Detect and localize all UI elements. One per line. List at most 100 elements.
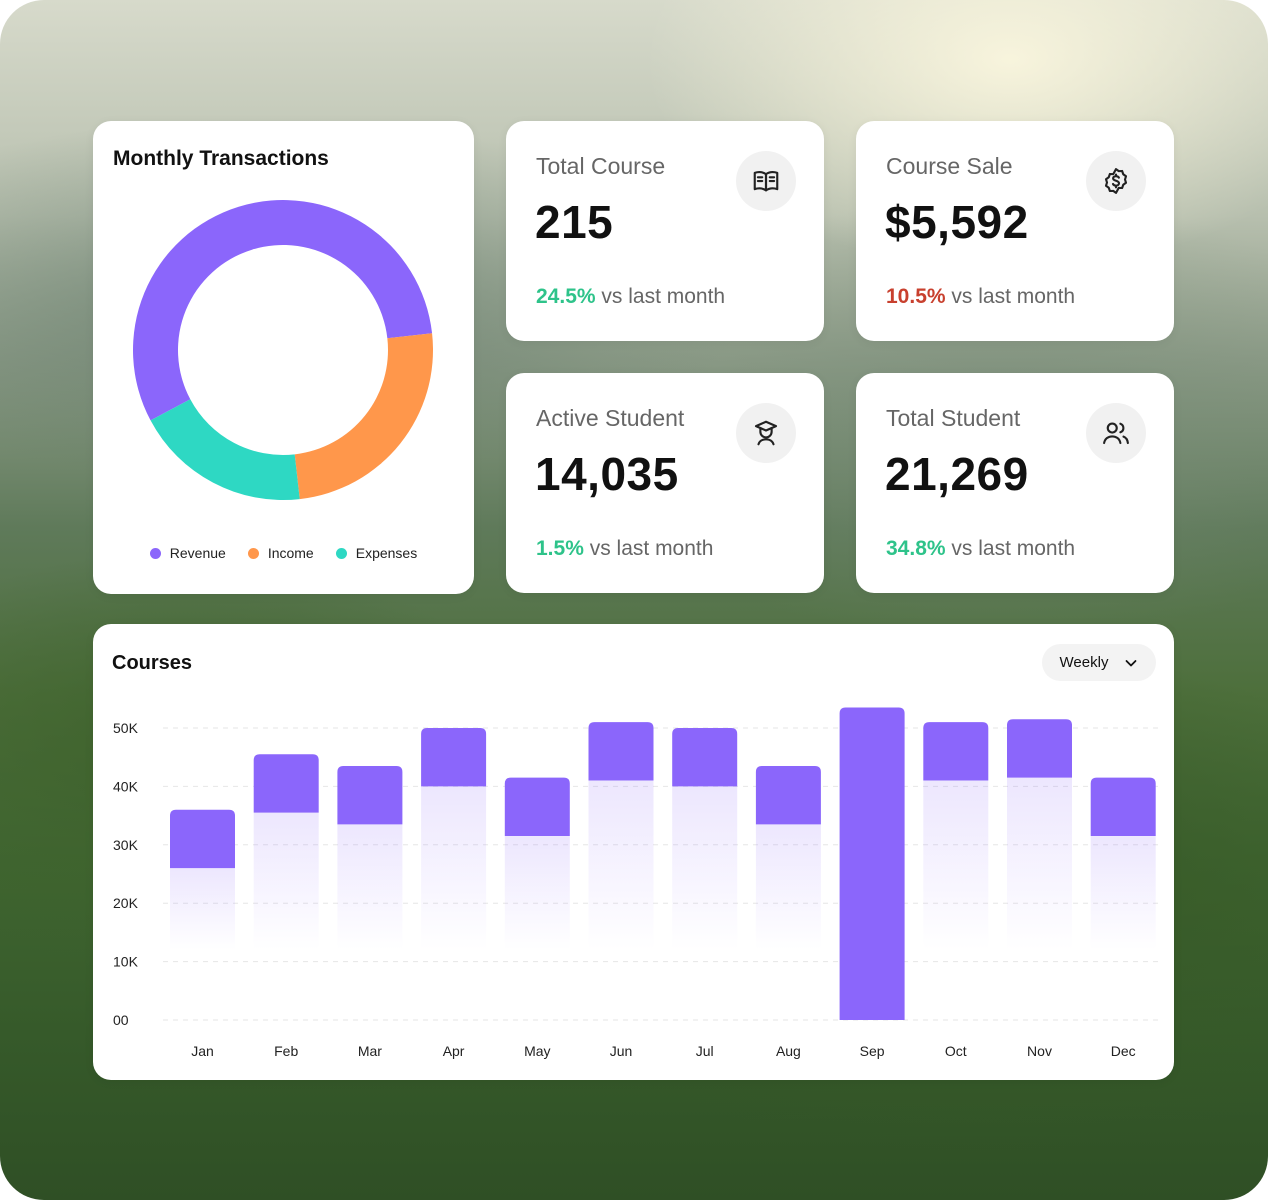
stat-value: 215 <box>535 196 614 248</box>
card-title: Monthly Transactions <box>113 147 329 170</box>
x-tick-label: May <box>524 1043 550 1059</box>
bar-cap <box>337 765 403 825</box>
stat-change: 10.5% vs last month <box>886 285 1075 309</box>
courses-bar-chart: 00 10K 20K 30K 40K 50K Jan Feb Mar Apr May Jun Jul Au… <box>113 707 1158 1059</box>
x-tick-label: Dec <box>1111 1043 1136 1059</box>
bar-apr[interactable] <box>421 728 487 950</box>
donut-chart <box>132 200 433 500</box>
legend-item-revenue[interactable]: Revenue <box>149 545 226 561</box>
bar-fade <box>1090 836 1156 950</box>
stat-label: Active Student <box>536 405 685 431</box>
graduate-icon <box>736 403 796 463</box>
legend-dot <box>247 547 259 559</box>
stat-change: 24.5% vs last month <box>536 285 725 309</box>
y-tick-label: 50K <box>113 720 139 736</box>
bar-fade <box>672 786 738 950</box>
change-suffix: vs last month <box>951 537 1076 560</box>
legend-label: Income <box>267 545 314 561</box>
change-suffix: vs last month <box>589 537 714 560</box>
stat-label: Total Student <box>886 405 1021 431</box>
y-tick-label: 00 <box>113 1012 129 1028</box>
bar-cap <box>672 728 738 787</box>
stat-card-active-student[interactable]: Active Student 14,035 1.5% vs last month <box>506 373 824 593</box>
legend-item-income[interactable]: Income <box>247 545 314 561</box>
legend-dot <box>335 547 347 559</box>
stat-card-course-sale[interactable]: Course Sale $5,592 10.5% vs last month <box>856 121 1174 341</box>
bar-dec[interactable] <box>1090 777 1156 950</box>
bar-jun[interactable] <box>588 722 654 950</box>
x-tick-label: Aug <box>776 1043 801 1059</box>
bar-fade <box>337 824 403 950</box>
x-tick-label: Sep <box>860 1043 885 1059</box>
bar-fade <box>588 780 654 950</box>
legend-label: Expenses <box>355 545 418 561</box>
bar-cap <box>1007 719 1072 778</box>
bar-mar[interactable] <box>337 765 403 950</box>
book-icon <box>736 151 796 211</box>
stat-label: Total Course <box>536 153 666 179</box>
chevron-down-icon <box>1126 659 1137 666</box>
bar-cap <box>253 754 319 813</box>
x-tick-label: Nov <box>1027 1043 1052 1059</box>
period-dropdown[interactable]: Weekly <box>1042 644 1156 681</box>
change-percent: 1.5% <box>536 537 584 560</box>
stat-value: 21,269 <box>885 448 1029 500</box>
bar-fade <box>504 836 570 950</box>
bar-cap <box>588 722 654 781</box>
bar-oct[interactable] <box>923 722 989 950</box>
monthly-transactions-card: Monthly Transactions Revenue Income Expe… <box>93 121 474 594</box>
donut-slice-expenses[interactable] <box>150 399 300 500</box>
legend-dot <box>149 547 161 559</box>
bar-aug[interactable] <box>755 765 821 950</box>
courses-card: 00 10K 20K 30K 40K 50K Jan Feb Mar Apr May Jun Jul Au… <box>93 624 1174 1080</box>
x-tick-label: Jun <box>610 1043 633 1059</box>
bar-fill <box>839 707 905 1020</box>
bar-jul[interactable] <box>672 728 738 950</box>
change-percent: 10.5% <box>886 285 946 308</box>
period-dropdown-value: Weekly <box>1059 654 1109 671</box>
stat-card-total-student[interactable]: Total Student 21,269 34.8% vs last month <box>856 373 1174 593</box>
bar-may[interactable] <box>504 777 570 950</box>
bar-feb[interactable] <box>253 754 319 950</box>
bar-sep[interactable] <box>839 707 905 1020</box>
dollar-badge-icon <box>1086 151 1146 211</box>
stat-value: $5,592 <box>885 196 1029 248</box>
bar-fade <box>170 868 235 950</box>
stat-card-total-course[interactable]: Total Course 215 24.5% vs last month <box>506 121 824 341</box>
users-icon <box>1086 403 1146 463</box>
x-tick-label: Oct <box>945 1043 967 1059</box>
bar-fade <box>421 786 487 950</box>
legend-label: Revenue <box>169 545 226 561</box>
bar-fade <box>1007 777 1072 950</box>
bar-nov[interactable] <box>1007 719 1072 950</box>
bar-cap <box>421 728 487 787</box>
bar-cap <box>923 722 989 781</box>
change-suffix: vs last month <box>601 285 726 308</box>
donut-legend: Revenue Income Expenses <box>93 545 474 561</box>
bar-cap <box>755 765 821 825</box>
bar-cap <box>170 809 235 869</box>
legend-item-expenses[interactable]: Expenses <box>335 545 418 561</box>
x-tick-label: Apr <box>443 1043 465 1059</box>
donut-slice-revenue[interactable] <box>132 200 433 421</box>
bar-jan[interactable] <box>170 809 235 950</box>
stat-change: 1.5% vs last month <box>536 537 713 561</box>
x-tick-label: Feb <box>274 1043 298 1059</box>
bar-cap <box>504 777 570 837</box>
stat-change: 34.8% vs last month <box>886 537 1075 561</box>
donut-slice-income[interactable] <box>294 333 433 500</box>
y-tick-label: 40K <box>113 778 139 794</box>
y-tick-label: 20K <box>113 895 139 911</box>
stat-value: 14,035 <box>535 448 679 500</box>
stat-label: Course Sale <box>886 153 1013 179</box>
card-title: Courses <box>112 652 193 674</box>
change-percent: 34.8% <box>886 537 946 560</box>
change-percent: 24.5% <box>536 285 596 308</box>
change-suffix: vs last month <box>951 285 1076 308</box>
x-tick-label: Jan <box>191 1043 214 1059</box>
y-tick-label: 30K <box>113 837 139 853</box>
bar-fade <box>923 780 989 950</box>
x-tick-label: Jul <box>696 1043 714 1059</box>
x-tick-label: Mar <box>358 1043 382 1059</box>
y-tick-label: 10K <box>113 954 139 970</box>
